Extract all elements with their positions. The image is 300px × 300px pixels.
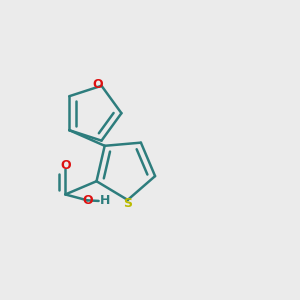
Text: S: S: [123, 197, 132, 210]
Text: H: H: [100, 194, 110, 207]
Text: O: O: [60, 159, 71, 172]
Text: O: O: [93, 78, 103, 91]
Text: O: O: [82, 194, 93, 207]
